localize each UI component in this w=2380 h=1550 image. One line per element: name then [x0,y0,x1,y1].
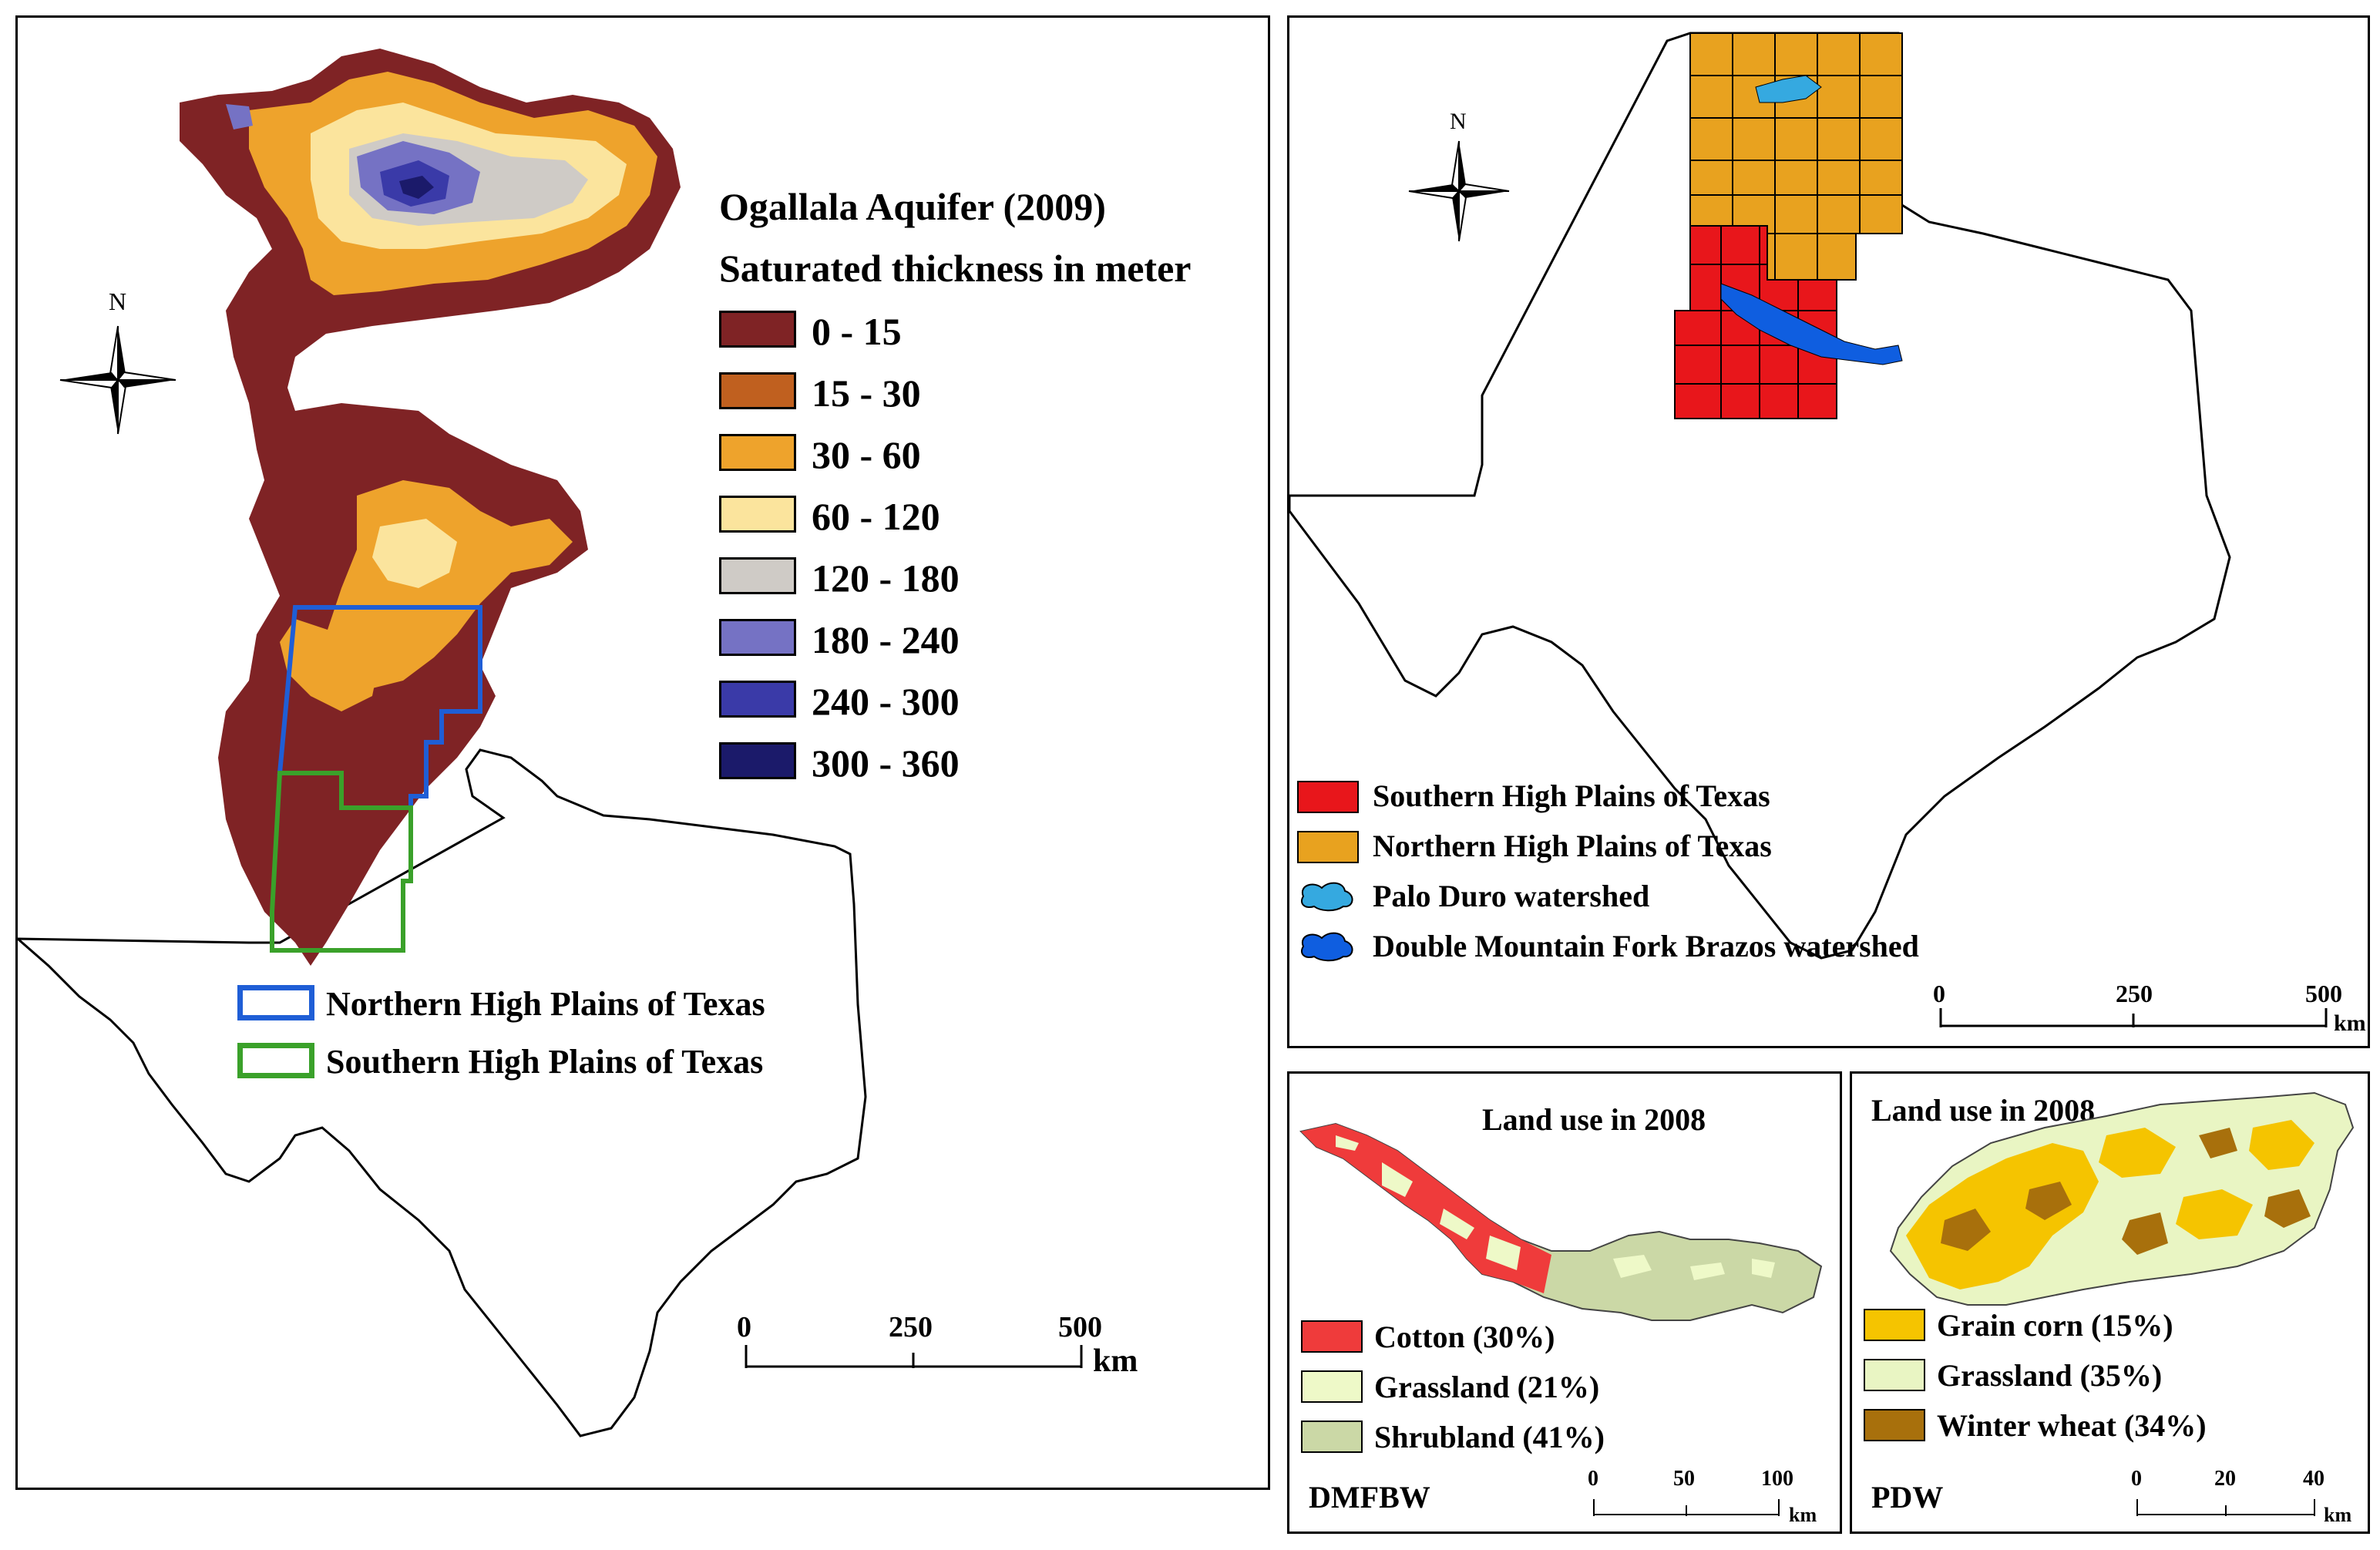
aquifer-map-svg [18,49,1083,1437]
scale-tick-0: 0 [737,1311,751,1343]
legend-item-label: 30 - 60 [812,433,921,476]
aquifer-thickness-map [180,49,681,966]
legend-swatch [719,742,796,779]
nhp-legend-label: Northern High Plains of Texas [326,985,765,1023]
legend-swatch [1301,1421,1363,1453]
double-mountain-fork-watershed [1720,283,1903,365]
north-label: N [1450,109,1467,134]
texas-location-svg [1289,32,2328,1027]
legend-item-label: 120 - 180 [812,556,960,600]
northern-high-plains-grid [1689,32,1903,281]
legend-item-label: 15 - 30 [812,372,921,415]
pdw-landuse-map [1889,1091,2355,1306]
legend-item-label: 180 - 240 [812,618,960,661]
legend-item-label: Palo Duro watershed [1373,879,1650,913]
scale-tick-1: 20 [2214,1467,2236,1491]
texas-location-panel: N Southern High Plains of Texas Northern… [1287,15,2370,1048]
shp-legend-label: Southern High Plains of Texas [326,1043,764,1081]
legend-swatch [1301,1320,1363,1353]
north-label: N [109,287,127,315]
north-arrow-icon [1408,140,1510,242]
legend-swatch [719,311,796,348]
legend-item-label: Grassland (21%) [1374,1370,1600,1404]
legend-swatch [719,557,796,594]
aquifer-map-panel: N Ogallala Aquifer (2009) Saturated thic… [15,15,1270,1490]
scale-tick-2: 500 [1058,1311,1102,1343]
legend-swatch [1297,781,1359,813]
scale-tick-1: 250 [2116,980,2153,1007]
scale-tick-2: 500 [2305,980,2342,1007]
legend-swatch [719,496,796,533]
legend-swatch [719,619,796,656]
legend-item-label: Grassland (35%) [1937,1358,2163,1393]
scale-unit: km [1093,1343,1138,1379]
scale-bar [1593,1499,1780,1516]
legend-title-1: Ogallala Aquifer (2009) [719,185,1106,228]
panel-name: DMFBW [1309,1480,1430,1515]
legend-item-label: Cotton (30%) [1374,1320,1555,1354]
panel-title: Land use in 2008 [1482,1102,1706,1137]
legend-item-label: Winter wheat (34%) [1937,1408,2207,1443]
legend-swatch [719,434,796,471]
dmfbw-legend-icon [1300,932,1353,962]
palo-duro-watershed [1755,75,1822,103]
scale-tick-2: 40 [2303,1467,2325,1491]
legend-swatch [719,372,796,409]
scale-unit: km [2324,1504,2352,1526]
legend-swatch [1864,1359,1925,1391]
panel-title: Land use in 2008 [1871,1093,2096,1128]
southern-high-plains-outline [270,771,413,953]
dmfbw-landuse-panel: Land use in 2008 Cotton (30%) Grassland … [1287,1071,1842,1534]
scale-bar [1939,1008,2328,1027]
scale-bar [745,1345,1083,1368]
legend-item-label: Southern High Plains of Texas [1373,778,1770,813]
scale-unit: km [2334,1010,2366,1036]
texas-outline [1289,32,2231,960]
legend-item-label: 300 - 360 [812,741,960,785]
scale-unit: km [1789,1504,1817,1526]
texas-outline [18,748,867,1437]
legend-item-label: 60 - 120 [812,495,940,538]
palo-duro-legend-icon [1300,882,1353,912]
legend-swatch [719,681,796,718]
legend-swatch [1297,831,1359,863]
legend-title-2: Saturated thickness in meter [719,247,1192,290]
scale-tick-0: 0 [2131,1467,2142,1491]
scale-tick-1: 250 [889,1311,933,1343]
legend-swatch [1864,1409,1925,1441]
legend-swatch [1301,1370,1363,1403]
nhp-legend-swatch [237,985,314,1020]
panel-name: PDW [1871,1480,1944,1515]
legend-item-label: 0 - 15 [812,310,902,353]
dmfbw-landuse-map [1299,1122,1823,1321]
north-arrow-icon [59,325,176,435]
scale-bar [2136,1499,2315,1516]
scale-tick-2: 100 [1761,1467,1793,1491]
shp-legend-swatch [237,1043,314,1078]
legend-item-label: Shrubland (41%) [1374,1420,1605,1454]
legend-item-label: Northern High Plains of Texas [1373,829,1772,863]
pdw-landuse-panel: Land use in 2008 Grain corn (15%) Grassl… [1850,1071,2370,1534]
scale-tick-0: 0 [1933,980,1945,1007]
scale-tick-1: 50 [1673,1467,1695,1491]
legend-item-label: Double Mountain Fork Brazos watershed [1373,929,1919,963]
legend-item-label: Grain corn (15%) [1937,1308,2173,1343]
scale-tick-0: 0 [1588,1467,1598,1491]
legend-item-label: 240 - 300 [812,680,960,723]
legend-swatch [1864,1309,1925,1341]
